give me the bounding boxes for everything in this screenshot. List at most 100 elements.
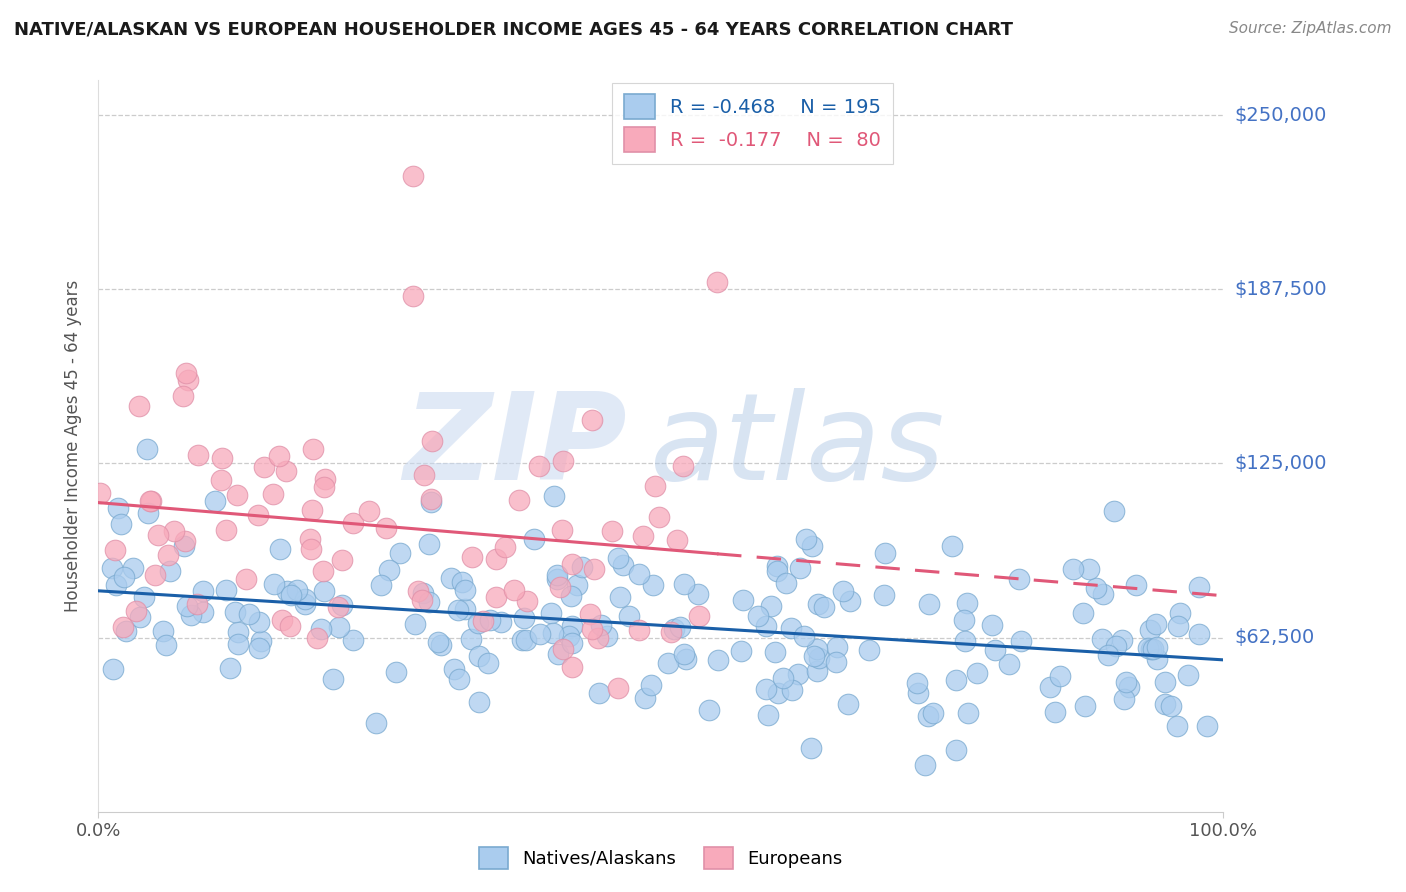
- Point: [1071, 606, 1094, 620]
- Point: [756, 707, 779, 722]
- Text: $125,000: $125,000: [1234, 454, 1327, 473]
- Point: [314, 472, 336, 486]
- Point: [1118, 680, 1140, 694]
- Point: [707, 653, 730, 667]
- Point: [571, 559, 593, 574]
- Point: [510, 633, 533, 648]
- Point: [858, 643, 880, 657]
- Point: [627, 566, 650, 581]
- Point: [641, 577, 664, 591]
- Point: [1097, 648, 1119, 663]
- Point: [793, 629, 815, 643]
- Point: [110, 516, 132, 531]
- Point: [686, 587, 709, 601]
- Point: [543, 489, 565, 503]
- Point: [503, 582, 526, 597]
- Point: [543, 625, 565, 640]
- Point: [561, 660, 583, 674]
- Point: [247, 641, 270, 656]
- Point: [267, 449, 290, 463]
- Point: [187, 448, 209, 462]
- Point: [112, 570, 135, 584]
- Point: [294, 591, 316, 606]
- Point: [366, 716, 388, 731]
- Point: [772, 672, 794, 686]
- Point: [406, 584, 429, 599]
- Point: [477, 656, 499, 670]
- Point: [529, 626, 551, 640]
- Point: [204, 494, 226, 508]
- Point: [467, 648, 489, 663]
- Point: [984, 642, 1007, 657]
- Point: [301, 442, 323, 457]
- Point: [561, 558, 583, 572]
- Point: [111, 620, 134, 634]
- Point: [309, 622, 332, 636]
- Point: [141, 494, 163, 508]
- Point: [103, 662, 125, 676]
- Point: [385, 665, 408, 679]
- Text: atlas: atlas: [650, 387, 945, 505]
- Point: [1010, 634, 1032, 648]
- Point: [609, 590, 631, 604]
- Point: [250, 633, 273, 648]
- Point: [579, 607, 602, 621]
- Point: [730, 644, 752, 658]
- Point: [402, 289, 425, 303]
- Point: [747, 608, 769, 623]
- Point: [1139, 623, 1161, 637]
- Point: [766, 558, 789, 573]
- Point: [294, 597, 316, 611]
- Point: [1125, 578, 1147, 592]
- Point: [561, 619, 583, 633]
- Point: [226, 637, 249, 651]
- Point: [484, 552, 506, 566]
- Point: [330, 552, 353, 566]
- Point: [1091, 632, 1114, 646]
- Point: [907, 686, 929, 700]
- Point: [941, 539, 963, 553]
- Text: ZIP: ZIP: [404, 387, 627, 505]
- Point: [565, 577, 588, 591]
- Point: [276, 584, 298, 599]
- Point: [807, 597, 830, 611]
- Point: [101, 561, 124, 575]
- Point: [666, 533, 689, 547]
- Point: [224, 605, 246, 619]
- Point: [914, 758, 936, 772]
- Point: [427, 635, 450, 649]
- Point: [540, 606, 562, 620]
- Point: [246, 508, 269, 522]
- Point: [467, 695, 489, 709]
- Point: [755, 681, 778, 696]
- Point: [162, 524, 184, 539]
- Point: [418, 537, 440, 551]
- Point: [330, 598, 353, 612]
- Point: [191, 584, 214, 599]
- Point: [215, 582, 238, 597]
- Point: [1188, 580, 1211, 594]
- Point: [299, 532, 322, 546]
- Point: [176, 599, 198, 614]
- Point: [1104, 504, 1126, 518]
- Point: [121, 560, 143, 574]
- Point: [1062, 562, 1084, 576]
- Point: [671, 459, 693, 474]
- Point: [104, 542, 127, 557]
- Point: [581, 622, 603, 636]
- Point: [688, 609, 710, 624]
- Point: [159, 564, 181, 578]
- Point: [706, 275, 728, 289]
- Point: [955, 634, 977, 648]
- Point: [548, 580, 571, 594]
- Point: [278, 618, 301, 632]
- Point: [1043, 706, 1066, 720]
- Point: [1146, 640, 1168, 655]
- Point: [388, 546, 411, 560]
- Point: [359, 504, 381, 518]
- Point: [765, 564, 787, 578]
- Point: [378, 564, 401, 578]
- Point: [156, 548, 179, 562]
- Point: [145, 567, 167, 582]
- Point: [634, 690, 657, 705]
